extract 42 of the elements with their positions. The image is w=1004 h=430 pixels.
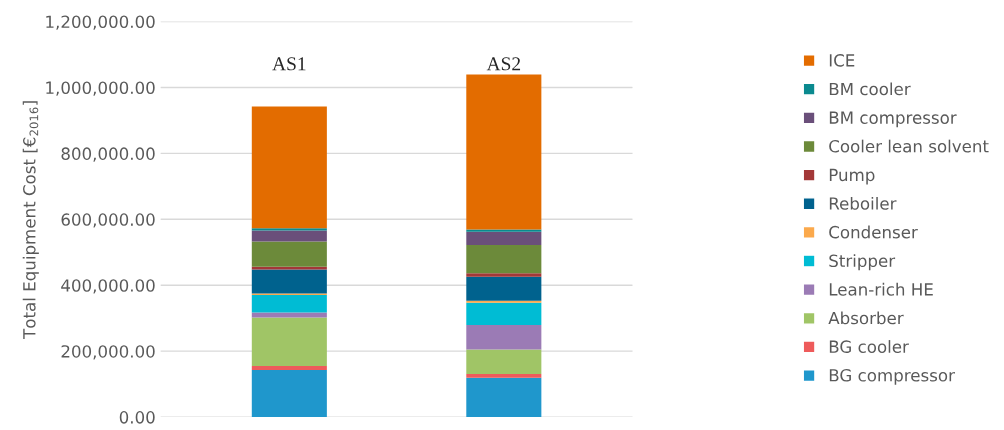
y-tick-label: 0.00 [119,411,155,424]
bar [251,295,327,313]
x-tick-label: AS2 [486,57,521,71]
legend-label: Lean-rich HE [829,282,933,296]
bar [466,231,542,246]
legend-label: Reboiler [829,196,897,210]
legend-label: ICE [829,54,855,67]
bar [251,228,327,231]
bar [251,317,327,366]
bar [251,369,327,418]
y-tick-label: 1,000,000.00 [46,81,155,96]
y-tick-label: 400,000.00 [61,279,155,294]
legend-label: BG cooler [829,340,909,353]
bar [466,325,542,350]
bar [466,245,542,274]
bar [251,366,327,370]
y-tick-label: 800,000.00 [61,147,155,162]
bar [466,373,542,378]
bar [251,269,327,294]
legend-label: BG compressor [829,369,955,385]
bar [466,377,542,418]
legend-label: Stripper [829,254,896,271]
bar [466,276,542,301]
legend-label: Cooler lean solvent [829,139,989,153]
bar [251,312,327,318]
bar [251,230,327,242]
y-tick-label: 200,000.00 [61,345,155,360]
bar [251,241,327,267]
y-tick-label: 1,200,000.00 [46,15,155,30]
legend-label: Condenser [829,225,918,239]
bar [466,74,542,230]
legend-label: Pump [829,168,875,185]
x-tick-label: AS1 [272,57,306,71]
y-axis-title: Total Equipment Cost [€$_{2016}$] [22,101,39,339]
legend-label: BM compressor [829,111,957,128]
y-tick-label: 600,000.00 [61,213,155,228]
legend-label: Absorber [828,311,904,325]
legend-label: BM cooler [829,82,911,96]
bar [251,106,327,229]
bar [466,273,542,277]
bar [466,349,542,374]
bar [466,302,542,326]
